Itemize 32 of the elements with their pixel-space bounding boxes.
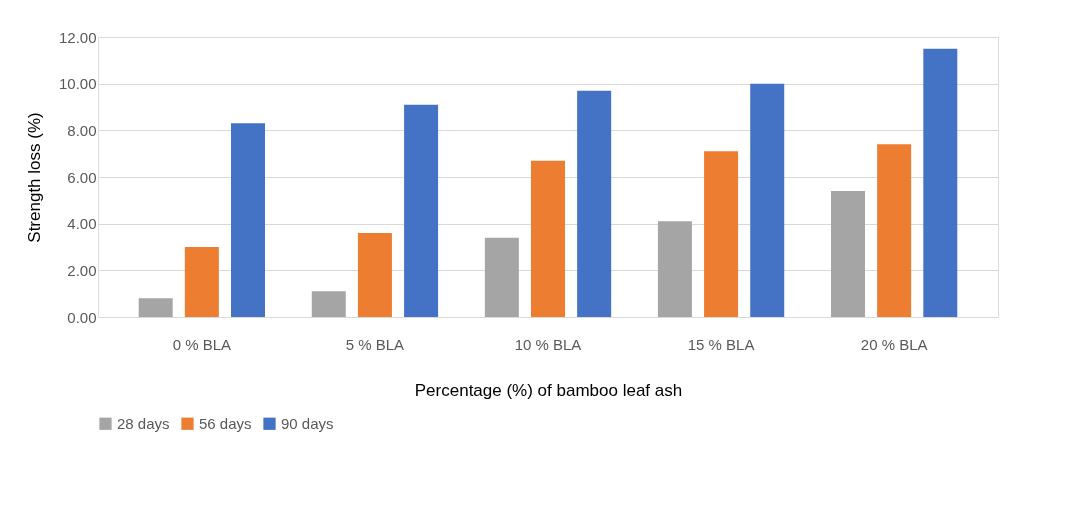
y-tick-label: 4.00 [67, 215, 97, 233]
bar [531, 160, 565, 317]
y-tick-label: 8.00 [67, 121, 97, 139]
y-tick-label: 2.00 [67, 261, 97, 279]
y-tick-label: 0.00 [67, 308, 97, 326]
y-tick-label: 12.00 [58, 28, 97, 46]
x-tick-label: 5 % BLA [345, 335, 405, 353]
legend-label: 28 days [117, 414, 170, 432]
x-tick-label: 15 % BLA [687, 335, 755, 353]
bar [357, 233, 392, 317]
bar [831, 191, 865, 317]
bar [657, 221, 692, 317]
bar [231, 123, 265, 317]
bar [877, 144, 912, 317]
bar [577, 90, 612, 317]
y-axis-title: Strength loss (%) [24, 112, 44, 243]
bar [184, 247, 219, 317]
y-tick-label: 6.00 [67, 168, 97, 186]
y-tick-label: 10.00 [58, 75, 97, 93]
x-axis-title: Percentage (%) of bamboo leaf ash [414, 380, 683, 400]
bar [923, 48, 958, 317]
x-tick-label: 0 % BLA [172, 335, 232, 353]
legend-label: 56 days [199, 414, 252, 432]
legend-label: 90 days [281, 414, 334, 432]
bar [484, 237, 519, 317]
bar [704, 151, 739, 317]
bar [404, 104, 439, 317]
bar [138, 298, 173, 317]
bar [750, 83, 785, 317]
bar [311, 291, 346, 317]
x-tick-label: 20 % BLA [860, 335, 928, 353]
x-tick-label: 10 % BLA [514, 335, 582, 353]
